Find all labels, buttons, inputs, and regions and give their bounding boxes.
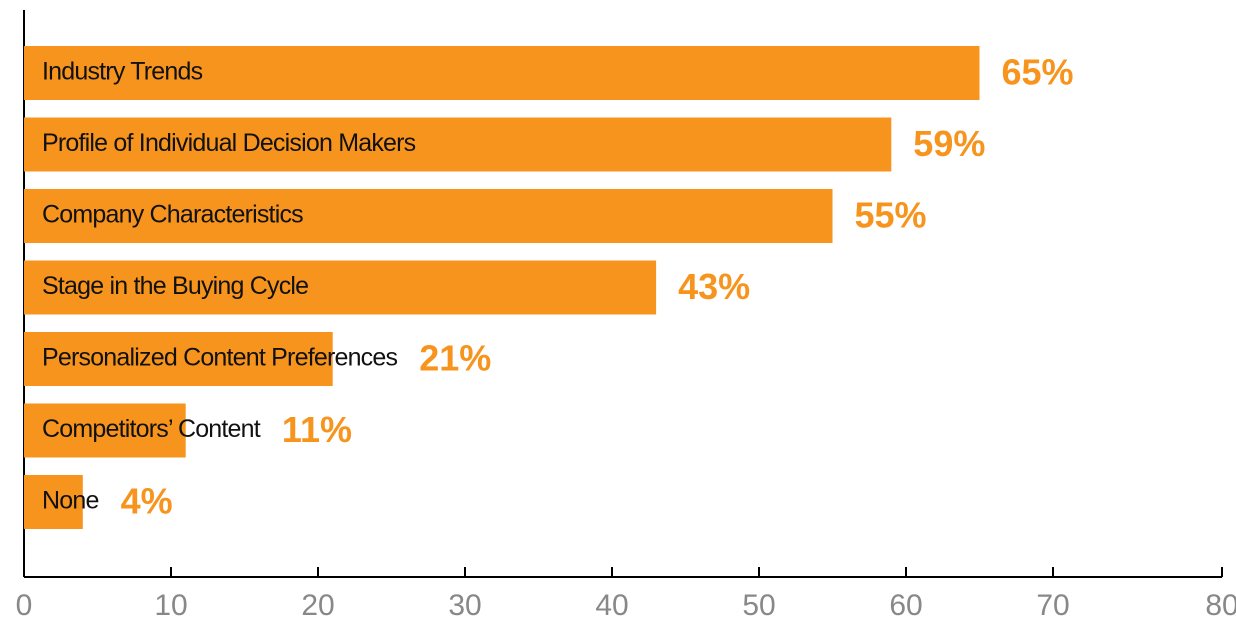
value-label: 65% xyxy=(1002,52,1074,93)
value-label: 43% xyxy=(678,266,750,307)
bar xyxy=(24,117,892,172)
x-tick-label: 80 xyxy=(1205,589,1236,622)
category-label: None xyxy=(42,487,99,515)
bar xyxy=(24,260,657,315)
category-label: Personalized Content Preferences xyxy=(42,344,397,372)
bar xyxy=(24,189,833,243)
value-label: 4% xyxy=(121,481,173,522)
value-label: 55% xyxy=(855,195,927,236)
bar xyxy=(24,403,186,458)
category-label: Stage in the Buying Cycle xyxy=(42,272,308,300)
x-tick-label: 30 xyxy=(448,589,481,622)
value-label: 11% xyxy=(282,409,352,450)
category-label: Profile of Individual Decision Makers xyxy=(42,129,416,157)
x-tick-label: 40 xyxy=(595,589,628,622)
bar xyxy=(24,46,980,100)
x-tick-label: 0 xyxy=(16,589,33,622)
category-label: Competitors’ Content xyxy=(42,415,261,443)
bar xyxy=(24,475,83,529)
x-tick-label: 10 xyxy=(154,589,187,622)
category-label: Company Characteristics xyxy=(42,201,303,229)
category-label: Industry Trends xyxy=(42,58,203,86)
x-tick-label: 70 xyxy=(1036,589,1069,622)
x-tick-label: 20 xyxy=(301,589,334,622)
value-label: 59% xyxy=(913,123,985,164)
value-label: 21% xyxy=(419,338,491,379)
x-tick-label: 60 xyxy=(889,589,922,622)
x-tick-label: 50 xyxy=(742,589,775,622)
bar xyxy=(24,332,333,386)
